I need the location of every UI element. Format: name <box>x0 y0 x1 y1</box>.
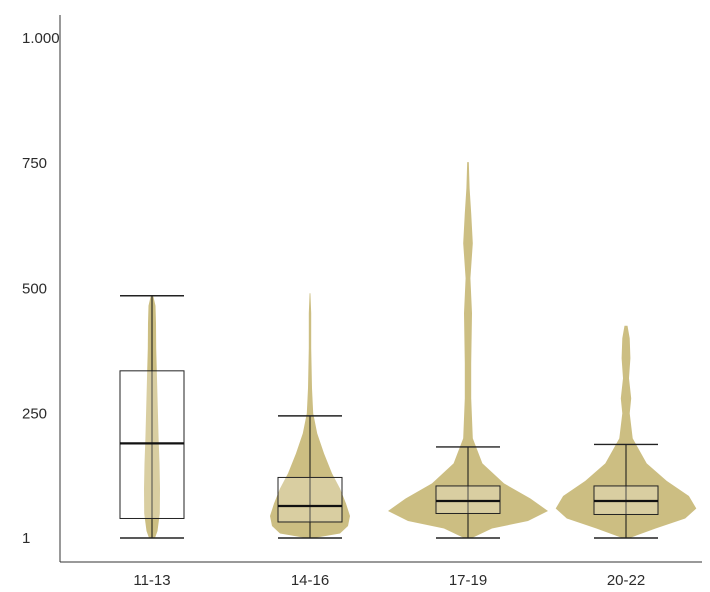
violin-group-20-22 <box>555 325 697 539</box>
x-tick-labels: 11-13 14-16 17-19 20-22 <box>133 572 645 589</box>
y-axis: 1 250 500 750 1.000 <box>22 15 61 562</box>
iqr-box <box>277 476 343 523</box>
x-tick-label: 17-19 <box>449 572 487 589</box>
y-tick-label: 500 <box>22 280 47 297</box>
x-tick-label: 14-16 <box>291 572 329 589</box>
y-tick-label: 1 <box>22 530 30 547</box>
iqr-box <box>435 485 501 514</box>
y-tick-label: 750 <box>22 155 47 172</box>
violin-group-14-16 <box>270 293 350 539</box>
x-tick-label: 11-13 <box>133 572 170 589</box>
violin-group-11-13 <box>119 295 185 539</box>
y-tick-label: 1.000 <box>22 30 60 47</box>
plot-area <box>119 162 697 539</box>
x-axis: 11-13 14-16 17-19 20-22 <box>60 561 702 589</box>
x-tick-label: 20-22 <box>607 572 645 589</box>
y-tick-label: 250 <box>22 405 47 422</box>
violin-shape <box>555 325 697 538</box>
y-tick-labels: 1 250 500 750 1.000 <box>22 30 60 547</box>
violin-group-17-19 <box>388 162 548 539</box>
iqr-box <box>119 370 185 519</box>
violin-shape <box>388 162 548 538</box>
